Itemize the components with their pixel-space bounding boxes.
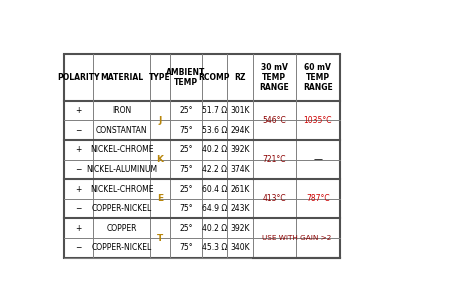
Text: K: K xyxy=(157,155,164,164)
Text: 40.2 Ω: 40.2 Ω xyxy=(202,224,227,233)
Text: —: — xyxy=(313,155,322,164)
Text: −: − xyxy=(76,204,82,213)
Text: NICKEL-CHROME: NICKEL-CHROME xyxy=(90,145,153,154)
Text: 42.2 Ω: 42.2 Ω xyxy=(202,165,227,174)
Text: COPPER-NICKEL: COPPER-NICKEL xyxy=(91,204,152,213)
Text: 75°: 75° xyxy=(179,204,193,213)
Text: 392K: 392K xyxy=(230,145,250,154)
Text: −: − xyxy=(76,243,82,252)
Text: TYPE: TYPE xyxy=(149,73,171,82)
Text: 25°: 25° xyxy=(179,224,193,233)
Text: 301K: 301K xyxy=(230,106,250,115)
Text: 64.9 Ω: 64.9 Ω xyxy=(202,204,227,213)
Text: −: − xyxy=(76,165,82,174)
Text: NICKEL-ALUMINUM: NICKEL-ALUMINUM xyxy=(86,165,157,174)
Text: RCOMP: RCOMP xyxy=(198,73,230,82)
Text: 75°: 75° xyxy=(179,165,193,174)
Text: 413°C: 413°C xyxy=(263,194,286,203)
Text: 75°: 75° xyxy=(179,126,193,135)
Text: POLARITY: POLARITY xyxy=(58,73,100,82)
Text: 30 mV
TEMP
RANGE: 30 mV TEMP RANGE xyxy=(259,63,289,92)
Text: 60.4 Ω: 60.4 Ω xyxy=(202,184,227,194)
Text: 25°: 25° xyxy=(179,184,193,194)
Text: COPPER: COPPER xyxy=(107,224,137,233)
Text: 25°: 25° xyxy=(179,106,193,115)
Text: 40.2 Ω: 40.2 Ω xyxy=(202,145,227,154)
Text: 51.7 Ω: 51.7 Ω xyxy=(202,106,227,115)
Text: 721°C: 721°C xyxy=(263,155,286,164)
Text: 45.3 Ω: 45.3 Ω xyxy=(202,243,227,252)
Text: E: E xyxy=(157,194,163,203)
Text: +: + xyxy=(76,145,82,154)
Text: 546°C: 546°C xyxy=(262,116,286,125)
Text: 53.6 Ω: 53.6 Ω xyxy=(202,126,227,135)
Text: 60 mV
TEMP
RANGE: 60 mV TEMP RANGE xyxy=(303,63,333,92)
Text: 392K: 392K xyxy=(230,224,250,233)
Text: +: + xyxy=(76,184,82,194)
Text: AMBIENT
TEMP: AMBIENT TEMP xyxy=(166,68,206,87)
Text: 243K: 243K xyxy=(230,204,250,213)
Text: MATERIAL: MATERIAL xyxy=(100,73,143,82)
Text: 787°C: 787°C xyxy=(306,194,329,203)
Text: +: + xyxy=(76,106,82,115)
Text: +: + xyxy=(76,224,82,233)
Text: 1035°C: 1035°C xyxy=(304,116,332,125)
Text: −: − xyxy=(76,126,82,135)
Text: IRON: IRON xyxy=(112,106,131,115)
Text: NICKEL-CHROME: NICKEL-CHROME xyxy=(90,184,153,194)
Text: 75°: 75° xyxy=(179,243,193,252)
Text: USE WITH GAIN >2: USE WITH GAIN >2 xyxy=(262,235,331,241)
Text: CONSTANTAN: CONSTANTAN xyxy=(96,126,148,135)
Text: 374K: 374K xyxy=(230,165,250,174)
Text: 25°: 25° xyxy=(179,145,193,154)
Text: T: T xyxy=(157,234,163,243)
Text: J: J xyxy=(159,116,162,125)
Text: RZ: RZ xyxy=(235,73,246,82)
Text: COPPER-NICKEL: COPPER-NICKEL xyxy=(91,243,152,252)
Text: 261K: 261K xyxy=(230,184,250,194)
Text: 340K: 340K xyxy=(230,243,250,252)
Text: 294K: 294K xyxy=(230,126,250,135)
